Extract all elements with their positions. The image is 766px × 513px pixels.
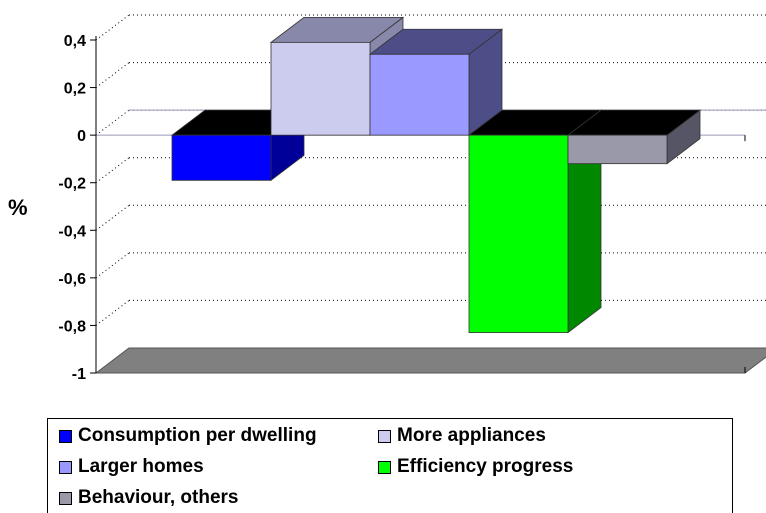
chart-floor	[94, 347, 766, 374]
bar	[468, 134, 569, 333]
y-tick-label: -0,8	[58, 318, 86, 335]
y-tick-label: 0,2	[64, 81, 86, 98]
bars	[170, 16, 702, 334]
gridline-diagonal	[95, 109, 130, 136]
y-tick-label: -0,2	[58, 176, 86, 193]
gridline-diagonal	[95, 157, 130, 184]
legend-item: More appliances	[378, 425, 546, 447]
bar-larger-homes	[368, 28, 504, 136]
legend-label: More appliances	[397, 425, 546, 446]
bar	[270, 41, 371, 136]
legend-label: Efficiency progress	[397, 456, 574, 477]
y-tick-label: -0,6	[58, 271, 86, 288]
gridline-diagonal	[95, 62, 130, 88]
bar	[567, 134, 668, 165]
gridline-diagonal	[95, 252, 130, 279]
legend-swatch	[59, 491, 72, 505]
y-tick-label: 0,4	[64, 33, 86, 50]
legend-item: Efficiency progress	[378, 456, 573, 478]
bar	[171, 134, 272, 181]
gridline-diagonal	[95, 204, 130, 231]
legend-label: Larger homes	[78, 456, 204, 477]
y-tick-label: -0,4	[58, 223, 86, 240]
y-axis-label: %	[8, 195, 28, 220]
gridline-diagonal	[95, 14, 130, 41]
legend-swatch	[378, 460, 391, 474]
legend-swatch	[59, 429, 72, 443]
legend-label: Behaviour, others	[78, 487, 239, 508]
y-tick-label: 0	[77, 128, 86, 145]
legend-swatch	[378, 429, 391, 443]
bar-chart: 0,4 0,2 0 -0,2 -0,4 -0,6 -0,8 -1 %	[8, 14, 766, 383]
bar-behaviour-others	[566, 109, 702, 165]
legend-item: Larger homes	[59, 456, 204, 478]
gridline-diagonal	[95, 300, 130, 326]
legend-item: Consumption per dwelling	[59, 425, 317, 447]
legend-label: Consumption per dwelling	[78, 425, 317, 446]
legend-item: Behaviour, others	[59, 487, 239, 509]
y-tick-labels: 0,4 0,2 0 -0,2 -0,4 -0,6 -0,8 -1	[58, 33, 86, 383]
floor-plane	[94, 347, 766, 374]
bar	[369, 53, 470, 136]
y-tick-label: -1	[72, 366, 86, 383]
bar-efficiency-progress	[467, 109, 603, 334]
legend: Consumption per dwelling More appliances L…	[47, 418, 733, 513]
legend-swatch	[59, 460, 72, 474]
